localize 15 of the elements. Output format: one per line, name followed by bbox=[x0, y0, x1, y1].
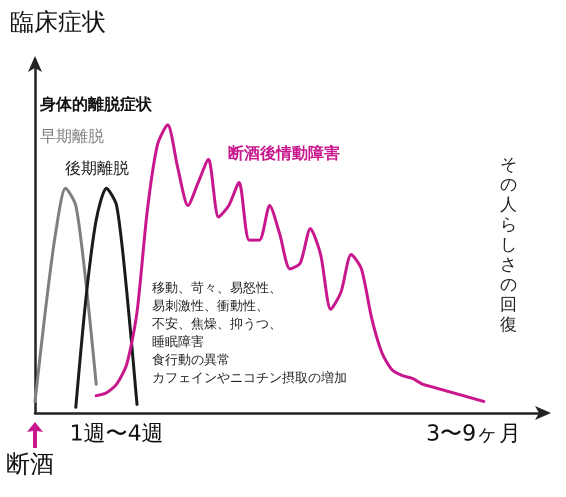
annotation: 食行動の異常 bbox=[152, 353, 230, 368]
text: その人らしさの回復 bbox=[500, 155, 517, 335]
x-tick-label: 1週〜4週 bbox=[70, 422, 164, 446]
annotation: 移動、苛々、易怒性、 bbox=[152, 281, 282, 296]
series-label: 後期離脱 bbox=[65, 158, 129, 178]
text: 断酒 bbox=[6, 450, 54, 478]
series-label: 断酒後情動障害 bbox=[228, 144, 340, 162]
x-tick-label: 3〜9ヶ月 bbox=[426, 422, 522, 446]
annotation: 易刺激性、衝動性、 bbox=[152, 299, 269, 314]
text: 身体的離脱症状 bbox=[39, 94, 153, 114]
annotation: カフェインやニコチン摂取の増加 bbox=[152, 370, 347, 386]
annotation: 不安、焦燥、抑うつ、 bbox=[152, 316, 282, 332]
text: 早期離脱 bbox=[40, 126, 104, 146]
annotation: 睡眠障害 bbox=[152, 334, 204, 350]
y-axis-title: 臨床症状 bbox=[10, 8, 106, 36]
